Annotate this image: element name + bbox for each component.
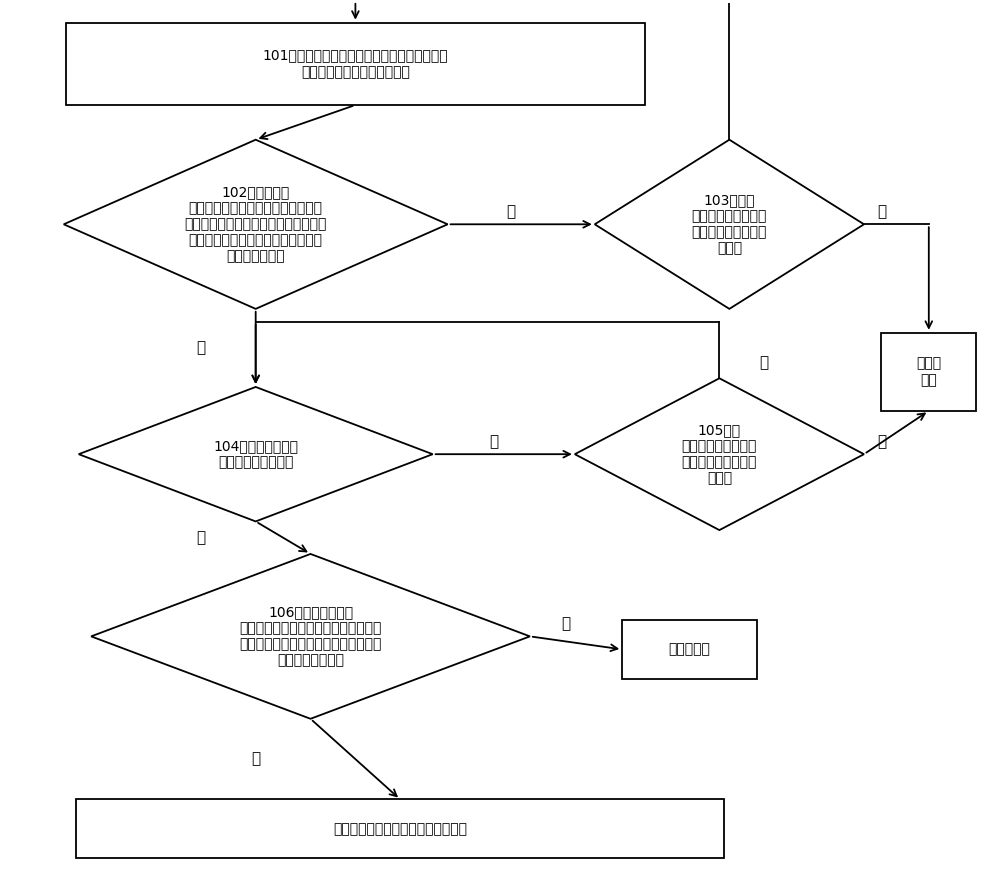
Text: 是: 是 bbox=[251, 752, 260, 766]
FancyBboxPatch shape bbox=[66, 23, 645, 105]
Text: 报错，
结束: 报错， 结束 bbox=[916, 357, 941, 387]
Text: 106：移动终端向智
能密钥设备发送获取签名结果指令，判
断在预设时间内是否接收到智能密钥设
备返回的成功响应: 106：移动终端向智 能密钥设备发送获取签名结果指令，判 断在预设时间内是否接收… bbox=[239, 605, 382, 668]
Text: 否: 否 bbox=[562, 616, 571, 630]
FancyBboxPatch shape bbox=[622, 620, 757, 679]
Text: 101：移动终端进行初始化，组织待签名数据，
根据待签名数据生成签名指令: 101：移动终端进行初始化，组织待签名数据， 根据待签名数据生成签名指令 bbox=[263, 49, 448, 78]
FancyBboxPatch shape bbox=[76, 800, 724, 858]
Text: 否: 否 bbox=[507, 204, 516, 219]
Text: 从该成功响应中获取签名结果，结束: 从该成功响应中获取签名结果，结束 bbox=[333, 822, 467, 836]
Text: 102：移动终端
将签名指令发送至智能密钥设备，并
等待智能密钥设备返回的响应，判断在
预设时间内是否接收到智能密钥设备
返回的成功响应: 102：移动终端 将签名指令发送至智能密钥设备，并 等待智能密钥设备返回的响应，… bbox=[184, 185, 327, 263]
FancyBboxPatch shape bbox=[881, 333, 976, 411]
Text: 是: 是 bbox=[196, 340, 205, 356]
Text: 是: 是 bbox=[877, 433, 886, 449]
Text: 103：移动
终端判断发送签名指
令的次数是否达到预
设次数: 103：移动 终端判断发送签名指 令的次数是否达到预 设次数 bbox=[692, 193, 767, 255]
Text: 105：移
动终端判断异常事件
的持续时间是否达到
预设值: 105：移 动终端判断异常事件 的持续时间是否达到 预设值 bbox=[682, 423, 757, 486]
Text: 是: 是 bbox=[877, 204, 886, 219]
Polygon shape bbox=[79, 387, 433, 521]
Polygon shape bbox=[595, 140, 864, 309]
Text: 报错，结束: 报错，结束 bbox=[669, 643, 710, 657]
Polygon shape bbox=[64, 140, 448, 309]
Polygon shape bbox=[575, 378, 864, 530]
Polygon shape bbox=[91, 554, 530, 719]
Text: 否: 否 bbox=[760, 355, 769, 371]
Text: 否: 否 bbox=[196, 530, 205, 545]
Text: 104：移动终端判断
是否有异常事件发生: 104：移动终端判断 是否有异常事件发生 bbox=[213, 439, 298, 469]
Text: 是: 是 bbox=[489, 433, 498, 449]
